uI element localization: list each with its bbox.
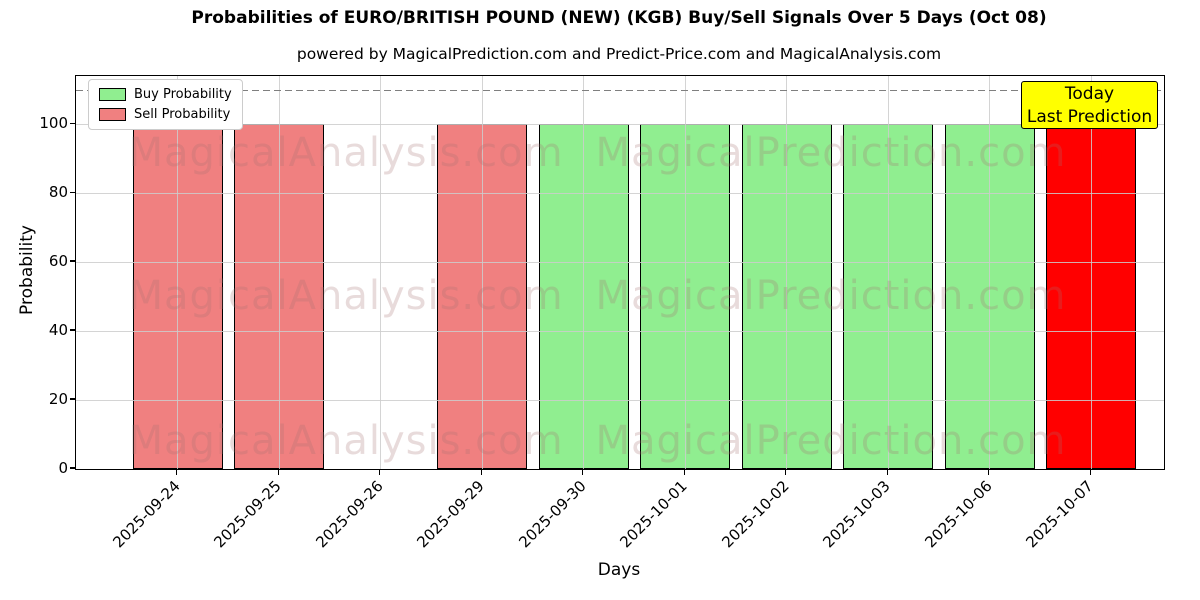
today-annotation: Today Last Prediction [1021, 81, 1158, 129]
gridline-v-2025-10-03 [887, 76, 889, 469]
xtick-label-2025-09-30: 2025-09-30 [515, 477, 590, 552]
chart-subtitle: powered by MagicalPrediction.com and Pre… [296, 45, 942, 63]
gridline-h-80 [76, 193, 1164, 195]
xtick-mark [379, 469, 381, 475]
xtick-label-2025-10-03: 2025-10-03 [819, 477, 894, 552]
xtick-label-2025-10-01: 2025-10-01 [616, 477, 691, 552]
annotation-line-2: Last Prediction [1026, 107, 1153, 127]
xtick-label-2025-10-07: 2025-10-07 [1022, 477, 1097, 552]
sell-swatch-icon [99, 108, 126, 121]
xtick-label-2025-10-06: 2025-10-06 [921, 477, 996, 552]
plot-area: MagicalAnalysis.com MagicalPrediction.com… [75, 75, 1165, 470]
xtick-label-2025-10-02: 2025-10-02 [718, 477, 793, 552]
gridline-h-40 [76, 331, 1164, 333]
xtick-mark [785, 469, 787, 475]
xtick-label-2025-09-29: 2025-09-29 [413, 477, 488, 552]
y-axis-label: Probability [17, 225, 37, 315]
ytick-label-40: 40 [48, 321, 68, 340]
ytick-label-80: 80 [48, 183, 68, 202]
ytick-mark [70, 398, 75, 400]
legend-label-buy: Buy Probability [134, 87, 232, 102]
chart-title: Probabilities of EURO/BRITISH POUND (NEW… [191, 8, 1047, 28]
gridline-v-2025-09-24 [177, 76, 179, 469]
gridline-v-2025-09-29 [481, 76, 483, 469]
gridline-v-2025-09-26 [380, 76, 382, 469]
ytick-mark [70, 329, 75, 331]
ytick-mark [70, 467, 75, 469]
gridline-h-100 [76, 124, 1164, 126]
gridline-v-2025-10-06 [989, 76, 991, 469]
xtick-label-2025-09-26: 2025-09-26 [312, 477, 387, 552]
ytick-label-0: 0 [58, 459, 68, 477]
xtick-mark [988, 469, 990, 475]
ytick-mark [70, 260, 75, 262]
x-axis-label: Days [597, 560, 641, 580]
xtick-mark [683, 469, 685, 475]
ytick-label-20: 20 [48, 390, 68, 409]
ytick-mark [70, 122, 75, 124]
legend-label-sell: Sell Probability [134, 107, 231, 122]
xtick-mark [277, 469, 279, 475]
threshold-dashed-line [76, 89, 1164, 92]
xtick-mark [1089, 469, 1091, 475]
xtick-label-2025-09-25: 2025-09-25 [210, 477, 285, 552]
xtick-mark [582, 469, 584, 475]
legend-item-sell: Sell Probability [99, 107, 232, 122]
xtick-mark [480, 469, 482, 475]
gridline-v-2025-10-02 [786, 76, 788, 469]
gridline-h-60 [76, 262, 1164, 264]
xtick-mark [176, 469, 178, 475]
gridline-v-2025-09-30 [583, 76, 585, 469]
xtick-mark [886, 469, 888, 475]
gridline-h-20 [76, 400, 1164, 402]
legend-item-buy: Buy Probability [99, 87, 232, 102]
ytick-mark [70, 191, 75, 193]
xtick-label-2025-09-24: 2025-09-24 [109, 477, 184, 552]
gridline-v-2025-09-25 [278, 76, 280, 469]
gridline-v-2025-10-01 [684, 76, 686, 469]
gridline-v-2025-10-07 [1090, 76, 1092, 469]
annotation-line-1: Today [1064, 84, 1115, 104]
ytick-label-100: 100 [39, 114, 68, 133]
legend: Buy Probability Sell Probability [88, 79, 243, 130]
buy-swatch-icon [99, 88, 126, 101]
ytick-label-60: 60 [48, 252, 68, 271]
